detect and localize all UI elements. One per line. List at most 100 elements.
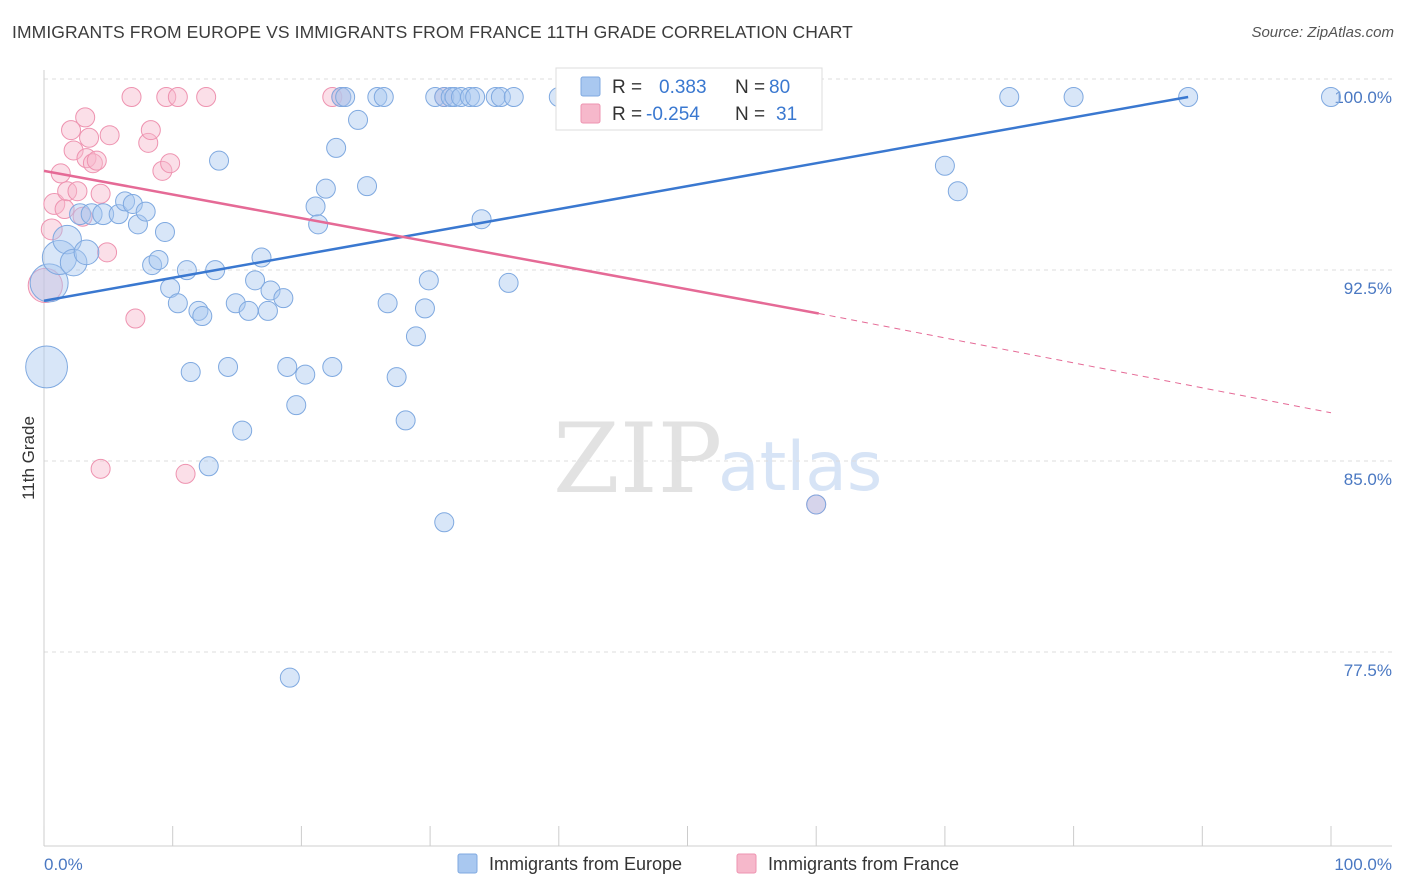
france-point (140, 120, 161, 141)
stats-europe-n-label: N = (735, 77, 765, 98)
europe-point (305, 196, 326, 217)
europe-point (1063, 87, 1084, 107)
watermark-atlas: atlas (718, 428, 882, 507)
europe-point (348, 109, 369, 130)
y-tick-label: 85.0% (1344, 470, 1392, 489)
europe-point (465, 87, 486, 107)
europe-point (238, 300, 259, 321)
europe-point (434, 87, 455, 107)
stats-box: R = 0.383 N = 80 R = -0.254 N = 31 (555, 67, 823, 131)
europe-point (308, 214, 329, 235)
france-point (67, 181, 88, 202)
europe-point (279, 667, 300, 688)
watermark-zip: ZIP (553, 403, 722, 515)
europe-point (180, 362, 201, 383)
europe-point (225, 293, 246, 314)
france-point (125, 308, 146, 329)
europe-point (326, 137, 347, 158)
europe-point (315, 178, 336, 199)
europe-point (273, 288, 294, 309)
europe-point (80, 203, 103, 226)
stats-france-r-label: R = (612, 104, 642, 125)
stats-europe-n-value: 80 (769, 77, 790, 98)
x-ticks (43, 826, 1332, 846)
y-tick-labels: 77.5% 85.0% 92.5% 100.0% (1334, 88, 1392, 680)
europe-point (405, 326, 426, 347)
europe-point (1321, 87, 1341, 107)
chart-title: IMMIGRANTS FROM EUROPE VS IMMIGRANTS FRO… (12, 22, 853, 42)
europe-point (232, 420, 253, 441)
europe-point (52, 224, 82, 255)
france-point (138, 132, 159, 153)
x-tick-label-max: 100.0% (1334, 855, 1392, 874)
europe-point (192, 306, 213, 327)
france-point (175, 463, 196, 484)
france-point (97, 242, 118, 263)
europe-trend-line (43, 95, 1189, 302)
europe-point (108, 204, 129, 225)
france-point (156, 87, 177, 107)
europe-point (498, 272, 519, 293)
stats-france-n-value: 31 (776, 104, 797, 125)
france-point (79, 127, 100, 148)
europe-point (29, 263, 69, 303)
france-point (90, 458, 111, 479)
europe-point (503, 87, 524, 107)
europe-point (245, 270, 266, 291)
france-point (82, 153, 103, 174)
europe-point (806, 494, 827, 515)
axes (43, 70, 1392, 847)
europe-point (485, 87, 506, 107)
stats-france-n-label: N = (735, 104, 765, 125)
europe-point (414, 298, 435, 319)
x-tick-label-min: 0.0% (44, 855, 83, 874)
europe-point (471, 209, 492, 230)
france-point (160, 153, 181, 174)
europe-point (386, 367, 407, 388)
stats-france-r-value: -0.254 (646, 104, 700, 125)
france-point (167, 87, 188, 107)
stats-europe-r-label: R = (612, 77, 642, 98)
europe-point (934, 155, 955, 176)
stats-europe-swatch (580, 76, 601, 97)
europe-point (947, 181, 968, 202)
y-axis-label: 11th Grade (19, 416, 38, 500)
france-point (57, 181, 78, 202)
europe-point (322, 356, 343, 377)
france-point (196, 87, 217, 107)
stats-europe-r-value: 0.383 (659, 77, 707, 98)
europe-point (148, 249, 169, 270)
series-europe-points (25, 87, 1341, 688)
europe-point (335, 87, 356, 107)
france-point (40, 218, 63, 241)
europe-point (135, 201, 156, 222)
france-point (61, 120, 82, 141)
europe-point (167, 293, 188, 314)
france-point (75, 107, 96, 128)
france-point (86, 150, 107, 171)
europe-point (459, 87, 480, 107)
chart-source: Source: ZipAtlas.com (1251, 24, 1394, 41)
europe-point (122, 193, 143, 214)
legend: Immigrants from Europe Immigrants from F… (457, 853, 959, 874)
europe-point (59, 248, 88, 277)
legend-france-swatch (736, 853, 757, 874)
europe-point (373, 87, 394, 107)
france-point (63, 140, 84, 161)
france-point (90, 183, 111, 204)
france-trend-line-extension (818, 312, 1332, 414)
europe-point (73, 239, 100, 266)
trend-lines (43, 95, 1332, 414)
europe-point (434, 512, 455, 533)
europe-point (377, 293, 398, 314)
europe-point (286, 395, 307, 416)
france-point (152, 160, 173, 181)
france-trend-line (43, 169, 820, 315)
stats-france-swatch (580, 103, 601, 124)
france-point (121, 87, 142, 107)
europe-point (444, 87, 465, 107)
y-tick-label: 100.0% (1334, 88, 1392, 107)
europe-point (999, 87, 1020, 107)
legend-europe-swatch (457, 853, 478, 874)
